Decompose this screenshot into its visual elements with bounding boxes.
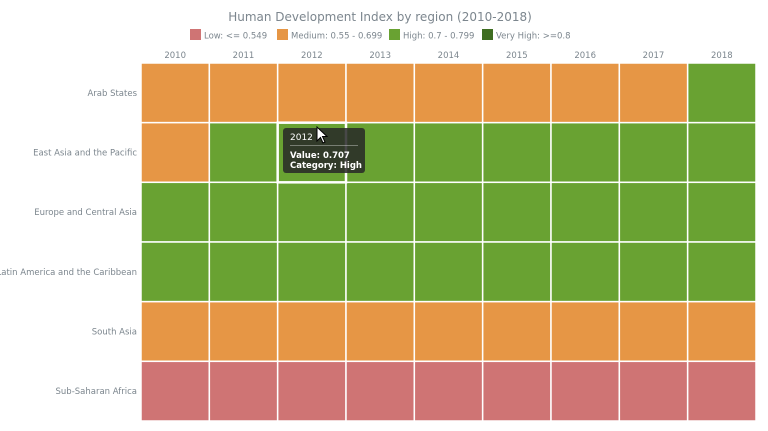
heatmap-cell[interactable] xyxy=(686,300,757,363)
heatmap-cell[interactable] xyxy=(550,181,621,243)
x-tick-label: 2012 xyxy=(301,51,323,61)
heatmap-cell[interactable] xyxy=(413,181,484,243)
heatmap-cell[interactable] xyxy=(413,121,484,184)
y-axis-labels: Arab States East Asia and the Pacific Euro… xyxy=(0,89,138,397)
tooltip-title: 2012 xyxy=(290,132,358,146)
heatmap-cell[interactable] xyxy=(618,300,689,363)
heatmap-cell[interactable] xyxy=(208,62,279,124)
y-tick-label: Arab States xyxy=(87,89,137,99)
legend-swatch[interactable] xyxy=(190,29,201,40)
heatmap-cell[interactable] xyxy=(276,300,347,363)
heatmap-cell[interactable] xyxy=(140,181,211,243)
heatmap-cell[interactable] xyxy=(276,181,347,243)
legend-swatch[interactable] xyxy=(482,29,493,40)
heatmap-cell[interactable] xyxy=(276,360,347,422)
legend-label[interactable]: Medium: 0.55 - 0.699 xyxy=(291,32,382,42)
heatmap-cell[interactable] xyxy=(686,62,757,124)
heatmap-cell[interactable] xyxy=(345,241,416,303)
heatmap-cell[interactable] xyxy=(208,241,279,303)
heatmap-cell[interactable] xyxy=(550,62,621,124)
heatmap-cell[interactable] xyxy=(208,360,279,422)
legend: Low: <= 0.549 Medium: 0.55 - 0.699 High: 0… xyxy=(190,29,570,42)
heatmap-cell[interactable] xyxy=(481,360,552,422)
legend-swatch[interactable] xyxy=(277,29,288,40)
heatmap-cell[interactable] xyxy=(618,121,689,184)
heatmap-cells xyxy=(140,62,757,422)
x-tick-label: 2017 xyxy=(643,51,665,61)
heatmap-cell[interactable] xyxy=(276,62,347,124)
y-tick-label: Europe and Central Asia xyxy=(34,208,137,218)
y-tick-label: East Asia and the Pacific xyxy=(33,149,137,159)
heatmap-cell[interactable] xyxy=(140,121,211,184)
x-tick-label: 2015 xyxy=(506,51,528,61)
y-tick-label: South Asia xyxy=(92,328,137,338)
heatmap-cell[interactable] xyxy=(140,300,211,363)
heatmap-cell[interactable] xyxy=(345,300,416,363)
heatmap-cell[interactable] xyxy=(686,181,757,243)
heatmap-cell[interactable] xyxy=(550,300,621,363)
heatmap-cell[interactable] xyxy=(686,360,757,422)
heatmap-cell[interactable] xyxy=(345,62,416,124)
tooltip-value: Value: 0.707 xyxy=(290,151,350,161)
legend-swatch[interactable] xyxy=(389,29,400,40)
heatmap-cell[interactable] xyxy=(618,360,689,422)
heatmap-cell[interactable] xyxy=(413,241,484,303)
x-tick-label: 2018 xyxy=(711,51,733,61)
heatmap-cell[interactable] xyxy=(481,121,552,184)
heatmap-cell[interactable] xyxy=(413,360,484,422)
heatmap-cell[interactable] xyxy=(686,121,757,184)
heatmap-cell[interactable] xyxy=(208,181,279,243)
heatmap-cell[interactable] xyxy=(618,181,689,243)
heatmap-cell[interactable] xyxy=(481,62,552,124)
x-axis-labels: 2010 2011 2012 2013 2014 2015 2016 2017 2018 xyxy=(164,51,732,61)
x-tick-label: 2016 xyxy=(574,51,596,61)
heatmap-cell[interactable] xyxy=(550,241,621,303)
tooltip-category: Category: High xyxy=(290,161,362,171)
heatmap-cell[interactable] xyxy=(140,62,211,124)
heatmap-cell[interactable] xyxy=(140,241,211,303)
legend-label[interactable]: Very High: >=0.8 xyxy=(496,32,570,42)
heatmap-cell[interactable] xyxy=(276,241,347,303)
heatmap-cell[interactable] xyxy=(140,360,211,422)
x-tick-label: 2010 xyxy=(164,51,186,61)
chart-title: Human Development Index by region (2010-… xyxy=(228,10,532,24)
heatmap-cell[interactable] xyxy=(481,300,552,363)
x-tick-label: 2014 xyxy=(438,51,460,61)
legend-label[interactable]: High: 0.7 - 0.799 xyxy=(403,32,474,42)
heatmap-cell[interactable] xyxy=(208,121,279,184)
legend-label[interactable]: Low: <= 0.549 xyxy=(204,32,267,42)
heatmap-cell[interactable] xyxy=(413,300,484,363)
heatmap-cell[interactable] xyxy=(686,241,757,303)
heatmap-cell[interactable] xyxy=(208,300,279,363)
y-tick-label: Sub-Saharan Africa xyxy=(56,387,137,397)
heatmap-cell[interactable] xyxy=(481,241,552,303)
mouse-cursor-icon xyxy=(316,126,329,144)
heatmap-cell[interactable] xyxy=(345,181,416,243)
heatmap-cell[interactable] xyxy=(550,360,621,422)
heatmap-cell[interactable] xyxy=(413,62,484,124)
heatmap-cell[interactable] xyxy=(618,241,689,303)
heatmap-cell[interactable] xyxy=(345,360,416,422)
x-tick-label: 2011 xyxy=(233,51,255,61)
y-tick-label: Latin America and the Caribbean xyxy=(0,268,137,278)
heatmap-cell[interactable] xyxy=(618,62,689,124)
x-tick-label: 2013 xyxy=(369,51,391,61)
heatmap-cell[interactable] xyxy=(481,181,552,243)
heatmap-cell[interactable] xyxy=(550,121,621,184)
